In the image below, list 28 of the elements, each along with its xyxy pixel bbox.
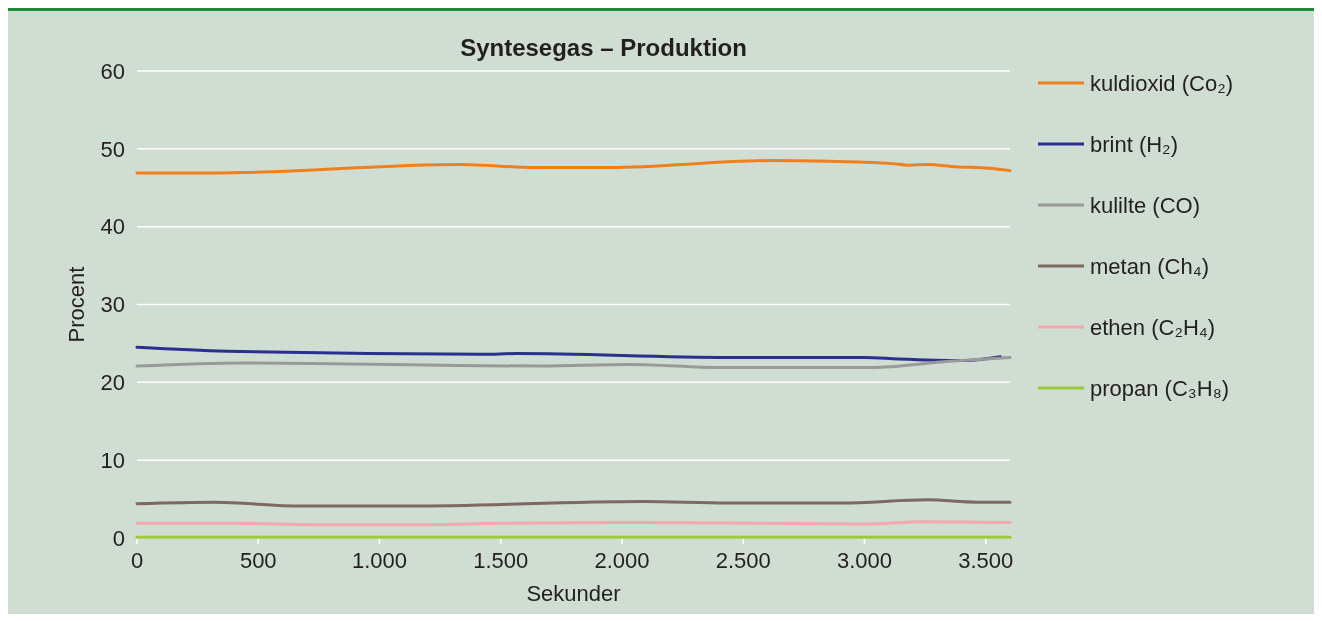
x-tick-label: 500 [239, 548, 277, 573]
x-tick-label: 0 [130, 548, 144, 573]
legend-label: brint (H₂) [1090, 131, 1178, 157]
line-series [135, 159, 1012, 175]
x-tick-label: 1.500 [473, 548, 529, 573]
x-tick-label: 2.000 [594, 548, 650, 573]
y-tick-label: 50 [100, 136, 125, 162]
y-tick-label: 10 [100, 447, 125, 473]
x-tick-label: 3.000 [836, 548, 893, 573]
x-axis-title: Sekunder [526, 581, 621, 606]
x-tick-label: 1.000 [351, 548, 408, 573]
y-tick-label: 40 [100, 214, 125, 240]
y-tick-label: 20 [100, 370, 125, 396]
legend-label: propan (C₃H₈) [1090, 375, 1230, 401]
y-tick-label: 30 [100, 292, 125, 318]
legend-label: kuldioxid (Co₂) [1090, 70, 1234, 96]
legend-label: metan (Ch₄) [1090, 253, 1210, 279]
y-tick-label: 0 [112, 525, 125, 551]
line-series [135, 498, 1012, 508]
y-axis-title: Procent [64, 266, 89, 343]
line-series [135, 345, 1002, 363]
y-tick-label: 60 [100, 58, 125, 84]
legend-label: kulilte (CO) [1090, 192, 1201, 218]
x-tick-label: 2.500 [715, 548, 771, 573]
legend-label: ethen (C₂H₄) [1090, 314, 1216, 340]
chart-title: Syntesegas – Produktion [460, 34, 747, 61]
line-series [135, 355, 1012, 370]
x-tick-label: 3.500 [958, 548, 1014, 573]
